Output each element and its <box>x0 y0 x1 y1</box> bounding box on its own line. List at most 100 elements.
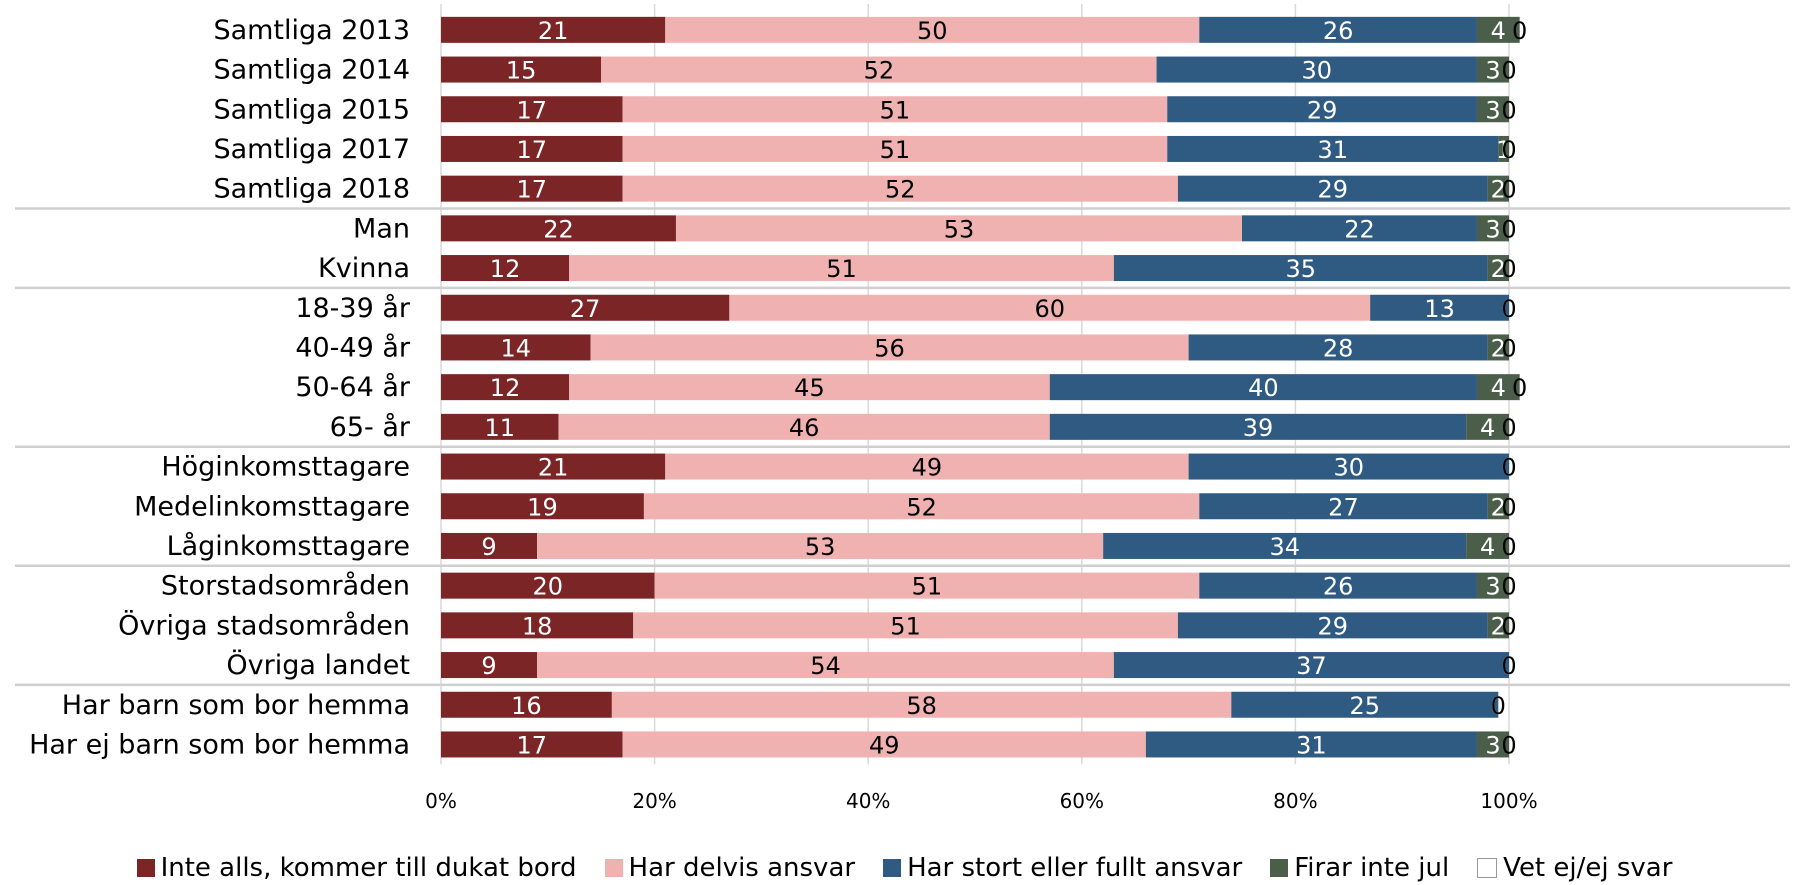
data-label: 4 <box>1480 414 1495 442</box>
bar-segment <box>622 135 1168 162</box>
category-label: Har barn som bor hemma <box>62 690 410 721</box>
bar-segment <box>622 731 1146 758</box>
bar-segment <box>441 294 730 321</box>
bar-segment <box>1199 572 1477 599</box>
category-label: Man <box>353 213 410 244</box>
data-label: 29 <box>1318 176 1349 204</box>
bar-segment <box>1476 16 1520 43</box>
data-label: 1 <box>1496 136 1511 164</box>
data-label: 13 <box>1424 295 1455 323</box>
bar-segment <box>1242 215 1477 242</box>
data-label: 0 <box>1501 96 1516 124</box>
bar-segment <box>537 652 1114 679</box>
data-label: 12 <box>490 374 521 402</box>
category-label: Kvinna <box>318 253 410 284</box>
data-label: 53 <box>805 533 836 561</box>
data-label: 0 <box>1501 731 1516 759</box>
bar-segment <box>1476 731 1509 758</box>
data-label: 12 <box>490 255 521 283</box>
data-label: 58 <box>906 692 937 720</box>
group-separators <box>15 207 1790 687</box>
bar-segment <box>1049 374 1477 401</box>
category-labels: Samtliga 2013 Samtliga 2014 Samtliga 2015 S… <box>29 15 411 761</box>
data-label: 17 <box>517 176 548 204</box>
bar-segment <box>441 56 602 83</box>
legend: Inte alls, kommer till dukat bord Har del… <box>0 850 1809 885</box>
data-label: 0 <box>1501 414 1516 442</box>
data-label: 4 <box>1480 533 1495 561</box>
data-label: 29 <box>1307 96 1338 124</box>
bar-segment <box>1487 175 1509 202</box>
bar-segment <box>1156 56 1477 83</box>
bar-segment <box>569 255 1114 282</box>
category-label: Samtliga 2018 <box>213 174 410 205</box>
data-label: 28 <box>1323 334 1354 362</box>
bar-segment <box>1113 652 1509 679</box>
x-tick-label: 80% <box>1273 789 1317 813</box>
bar-segment <box>590 334 1189 361</box>
data-label: 0 <box>1501 295 1516 323</box>
bar-segment <box>1167 96 1477 123</box>
data-label: 0 <box>1501 573 1516 601</box>
x-axis-ticks: 0% 20% 40% 60% 80% 100% <box>425 789 1537 813</box>
bar-segment <box>441 453 666 480</box>
category-label: Storstadsområden <box>161 571 410 602</box>
data-label: 50 <box>917 17 948 45</box>
bar-segment <box>1487 255 1509 282</box>
bar-segment <box>729 294 1371 321</box>
bar-segment <box>441 652 538 679</box>
data-label: 31 <box>1296 731 1327 759</box>
x-tick-label: 0% <box>425 789 457 813</box>
data-label: 16 <box>511 692 542 720</box>
data-label: 17 <box>517 96 548 124</box>
bar-segment <box>654 572 1200 599</box>
bar-segment <box>441 731 623 758</box>
legend-item: Vet ej/ej svar <box>1477 853 1672 883</box>
data-label: 29 <box>1318 612 1349 640</box>
bar-segment <box>569 374 1050 401</box>
bar-segment <box>1487 493 1509 520</box>
data-label: 46 <box>789 414 820 442</box>
legend-item: Har delvis ansvar <box>604 853 855 883</box>
data-label: 21 <box>538 454 569 482</box>
bar-segment <box>1476 374 1520 401</box>
data-label: 15 <box>506 57 537 85</box>
category-label: Samtliga 2013 <box>213 15 410 46</box>
data-label: 0 <box>1501 176 1516 204</box>
category-label: Medelinkomsttagare <box>134 491 410 522</box>
bar-segment <box>1188 334 1488 361</box>
bar-segment <box>601 56 1157 83</box>
data-label: 0 <box>1501 454 1516 482</box>
data-label: 30 <box>1334 454 1365 482</box>
data-label: 51 <box>890 612 921 640</box>
legend-label: Firar inte jul <box>1294 852 1450 883</box>
bar-segment <box>441 413 559 440</box>
bar-segment <box>441 255 570 282</box>
legend-swatch <box>1477 857 1498 878</box>
data-label: 51 <box>880 136 911 164</box>
bar-segment <box>1113 255 1488 282</box>
data-label: 39 <box>1243 414 1274 442</box>
legend-label: Vet ej/ej svar <box>1503 852 1673 883</box>
x-tick-label: 40% <box>846 789 890 813</box>
bar-segment <box>1049 413 1467 440</box>
bar-segment <box>611 691 1232 718</box>
data-label: 49 <box>912 454 943 482</box>
data-label: 9 <box>481 533 496 561</box>
bar-segment <box>1199 493 1488 520</box>
bar-segment <box>1177 175 1488 202</box>
data-label: 0 <box>1501 57 1516 85</box>
bar-segment <box>1167 135 1499 162</box>
category-label: Övriga stadsområden <box>118 609 410 641</box>
data-label: 60 <box>1034 295 1065 323</box>
bar-segment <box>633 612 1178 639</box>
bar-segment <box>1498 135 1509 162</box>
legend-label: Inte alls, kommer till dukat bord <box>160 852 577 883</box>
data-label: 2 <box>1491 612 1506 640</box>
data-label: 3 <box>1485 57 1500 85</box>
data-label: 27 <box>570 295 601 323</box>
data-label: 4 <box>1491 17 1506 45</box>
bar-segment <box>1177 612 1488 639</box>
